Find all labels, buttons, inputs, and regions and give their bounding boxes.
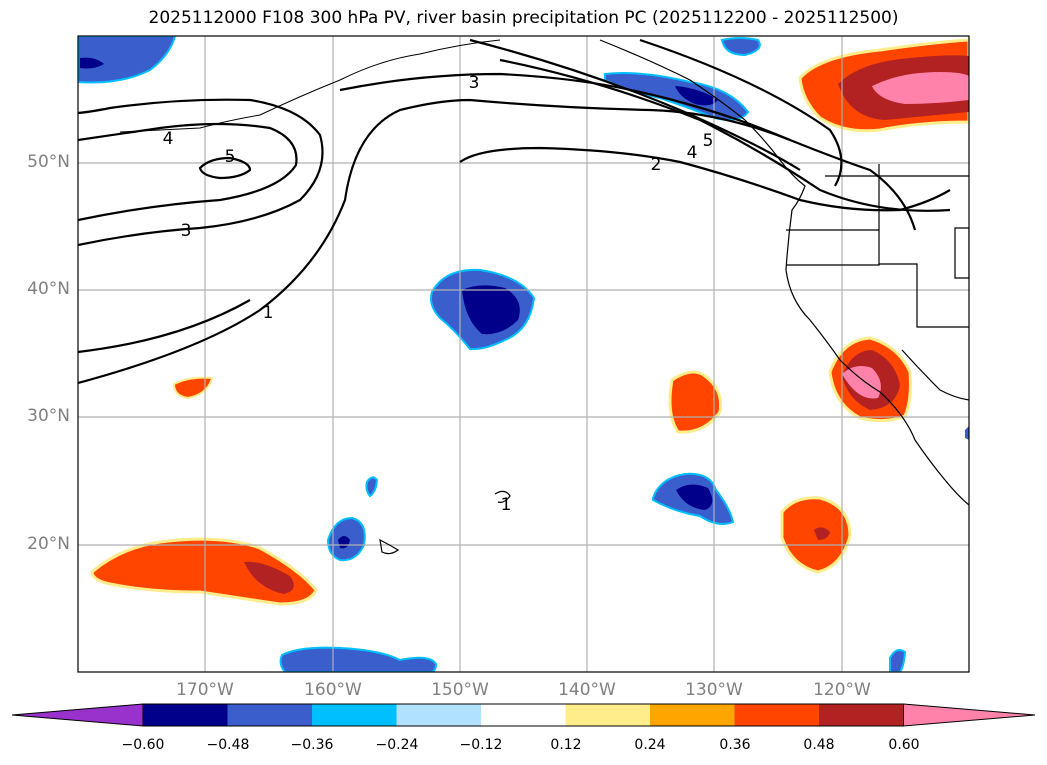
contour-label: 1 bbox=[263, 303, 274, 323]
map-title: 2025112000 F108 300 hPa PV, river basin … bbox=[148, 8, 899, 28]
precip-neg-alaska bbox=[604, 72, 750, 121]
precip-neg-small bbox=[365, 476, 379, 498]
colorbar-segment bbox=[143, 704, 228, 726]
precip-neg-alaska-core bbox=[675, 86, 718, 106]
colorbar-tick-label: −0.48 bbox=[206, 737, 250, 753]
contour-label: 2 bbox=[651, 155, 662, 175]
pv-contour-4 bbox=[78, 122, 298, 222]
map-frame bbox=[77, 35, 970, 673]
colorbar-tick-label: −0.24 bbox=[375, 737, 419, 753]
precip-neg-edge bbox=[965, 426, 969, 440]
pv-contour-5c bbox=[639, 38, 843, 187]
contour-label: 4 bbox=[163, 129, 174, 149]
colorbar-tick-label: 0.48 bbox=[803, 737, 835, 753]
colorbar-segment bbox=[312, 704, 397, 726]
contour-label: 5 bbox=[225, 147, 236, 167]
precip-neg-se bbox=[889, 649, 907, 672]
colorbar bbox=[11, 703, 1036, 727]
lon-label: 130°W bbox=[685, 680, 743, 700]
precip-pos-canada-core bbox=[872, 72, 969, 104]
contour-label: 5 bbox=[703, 131, 714, 151]
colorbar-segment bbox=[565, 704, 651, 726]
contour-label: 4 bbox=[687, 143, 698, 163]
pv-contour-3 bbox=[78, 98, 324, 247]
precip-pos-socal-core bbox=[842, 366, 881, 399]
colorbar-outline bbox=[142, 703, 904, 727]
precip-neg-south bbox=[279, 646, 438, 672]
colorbar-extend-low bbox=[11, 703, 144, 727]
contour-label: 1 bbox=[501, 495, 512, 515]
lat-label: 40°N bbox=[27, 279, 70, 299]
colorbar-segment bbox=[819, 704, 904, 726]
lon-label: 170°W bbox=[176, 680, 234, 700]
colorbar-tick-label: −0.12 bbox=[459, 737, 503, 753]
colorbar-segment bbox=[227, 704, 313, 726]
precip-pos-small-west bbox=[172, 376, 214, 400]
lon-label: 140°W bbox=[558, 680, 616, 700]
colorbar-tick-label: 0.12 bbox=[550, 737, 582, 753]
precip-pos-mid-east bbox=[668, 370, 723, 434]
pv-contour-2 bbox=[459, 146, 951, 212]
precip-neg-nw-corner bbox=[78, 36, 177, 84]
colorbar-extend-high bbox=[903, 703, 1036, 727]
colorbar-segment bbox=[481, 704, 566, 726]
lat-label: 30°N bbox=[27, 406, 70, 426]
lat-label: 50°N bbox=[27, 152, 70, 172]
precip-pos-hawaii-west bbox=[90, 537, 318, 606]
pv-contour-labels: 1 2 3 4 5 3 4 5 1 bbox=[163, 73, 714, 515]
pv-contour-5 bbox=[198, 156, 252, 180]
precip-neg-east-sub-core bbox=[676, 484, 713, 510]
precip-neg-top bbox=[720, 37, 761, 57]
lat-label: 20°N bbox=[27, 534, 70, 554]
pv-contour-3b bbox=[339, 72, 791, 142]
colorbar-segment bbox=[396, 704, 482, 726]
colorbar-segment bbox=[734, 704, 820, 726]
colorbar-tick-label: −0.36 bbox=[290, 737, 334, 753]
pv-contour-5b bbox=[469, 38, 801, 171]
colorbar-segment bbox=[650, 704, 735, 726]
colorbar-tick-label: 0.60 bbox=[888, 737, 920, 753]
lon-label: 160°W bbox=[304, 680, 362, 700]
precip-neg-nw-core bbox=[80, 57, 104, 69]
precip-pos-south-east-core bbox=[814, 527, 830, 540]
precip-neg-central-core bbox=[462, 285, 520, 335]
colorbar-tick-label: −0.60 bbox=[121, 737, 165, 753]
pv-contour-4b bbox=[499, 58, 951, 212]
pv-contour-1b bbox=[78, 299, 251, 354]
contour-label: 3 bbox=[181, 221, 192, 241]
precip-pos-hawaii-west-core bbox=[244, 561, 294, 594]
coastlines bbox=[119, 39, 969, 555]
lon-label: 150°W bbox=[431, 680, 489, 700]
lon-label: 120°W bbox=[813, 680, 871, 700]
pv-contours bbox=[78, 38, 951, 385]
colorbar-tick-label: 0.24 bbox=[634, 737, 666, 753]
contour-label: 3 bbox=[469, 73, 480, 93]
precip-fields bbox=[78, 36, 969, 672]
map-gridlines bbox=[78, 36, 969, 672]
colorbar-tick-label: 0.36 bbox=[719, 737, 751, 753]
pv-contour-1 bbox=[78, 98, 917, 385]
